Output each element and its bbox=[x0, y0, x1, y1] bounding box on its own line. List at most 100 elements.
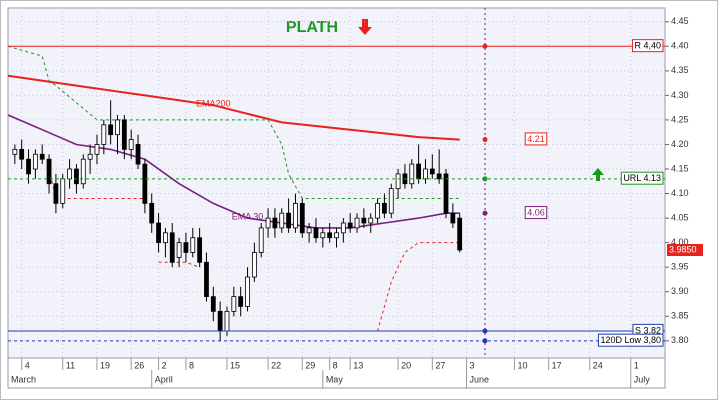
candle-body bbox=[169, 232, 175, 263]
candle-body bbox=[115, 119, 120, 136]
candle-body bbox=[299, 202, 305, 234]
candle-body bbox=[416, 163, 422, 180]
y-tick-label: 4.30 bbox=[671, 90, 689, 100]
y-tick-label: 4.00 bbox=[671, 237, 689, 247]
candle-body bbox=[293, 202, 298, 229]
marker-label-box bbox=[524, 206, 548, 220]
level-label: R 4,40 bbox=[634, 41, 661, 51]
x-tick-label: 29 bbox=[305, 360, 315, 370]
x-tick-label: 24 bbox=[593, 360, 603, 370]
candle-body bbox=[46, 158, 52, 185]
candle-body bbox=[388, 188, 394, 214]
candle-body bbox=[176, 242, 182, 258]
candle-body bbox=[251, 252, 257, 278]
x-tick-label: 1 bbox=[634, 360, 639, 370]
overlay-label: EMA200 bbox=[196, 99, 231, 109]
overlay-line bbox=[7, 45, 460, 199]
marker-label-box bbox=[524, 132, 548, 146]
x-tick-label: 3 bbox=[470, 360, 475, 370]
candle-body bbox=[26, 158, 31, 175]
candle-body bbox=[238, 296, 244, 307]
candle-body bbox=[67, 168, 72, 180]
x-tick-label: 26 bbox=[134, 360, 144, 370]
y-tick-label: 3.95 bbox=[671, 262, 689, 272]
candle-body bbox=[231, 296, 237, 312]
candle-body bbox=[101, 124, 107, 145]
candle-body bbox=[327, 232, 333, 239]
candle-body bbox=[258, 227, 264, 253]
level-label: URL 4.13 bbox=[623, 173, 661, 183]
last-price-label: 3.9850 bbox=[669, 244, 697, 254]
overlay-line bbox=[7, 114, 460, 229]
candle-body bbox=[395, 173, 401, 190]
candle-body bbox=[183, 242, 189, 253]
candle-body bbox=[450, 212, 456, 224]
x-axis-area bbox=[7, 357, 666, 389]
x-tick-label: 13 bbox=[353, 360, 363, 370]
month-label: March bbox=[11, 374, 36, 384]
candle-body bbox=[279, 212, 285, 229]
candle-body bbox=[382, 202, 387, 214]
candle-body bbox=[60, 178, 66, 204]
y-tick-label: 3.85 bbox=[671, 311, 689, 321]
y-tick-label: 3.80 bbox=[671, 335, 689, 345]
candle-body bbox=[87, 153, 93, 160]
x-tick-label: 15 bbox=[230, 360, 240, 370]
month-label: May bbox=[326, 374, 344, 384]
marker-dot bbox=[482, 137, 488, 143]
candle-body bbox=[286, 212, 291, 229]
y-tick-label: 3.90 bbox=[671, 286, 689, 296]
candle-body bbox=[429, 168, 435, 175]
candle-body bbox=[334, 232, 339, 239]
x-tick-label: 27 bbox=[435, 360, 445, 370]
candle-body bbox=[163, 232, 168, 244]
level-label: 120D Low 3,80 bbox=[600, 335, 661, 345]
candle-body bbox=[457, 217, 463, 251]
candle-body bbox=[368, 217, 374, 224]
candle-body bbox=[313, 227, 319, 239]
level-dot bbox=[482, 176, 488, 182]
candle-body bbox=[204, 261, 209, 298]
y-tick-label: 4.10 bbox=[671, 188, 689, 198]
candle-body bbox=[320, 232, 326, 239]
marker-label: 4.06 bbox=[527, 208, 545, 218]
up-arrow bbox=[592, 168, 604, 181]
x-tick-label: 8 bbox=[333, 360, 338, 370]
x-tick-label: 20 bbox=[401, 360, 411, 370]
candle-body bbox=[74, 168, 79, 185]
candle-body bbox=[128, 139, 134, 150]
x-tick-label: 2 bbox=[162, 360, 167, 370]
level-label-box bbox=[620, 171, 664, 185]
month-label: April bbox=[155, 374, 173, 384]
level-dot bbox=[482, 328, 488, 334]
candle-body bbox=[210, 296, 216, 312]
candle-body bbox=[53, 183, 59, 204]
candle-body bbox=[197, 237, 203, 263]
x-tick-label: 4 bbox=[25, 360, 30, 370]
candle-body bbox=[245, 276, 250, 307]
candle-body bbox=[135, 144, 141, 165]
candle-body bbox=[19, 148, 25, 160]
candle-body bbox=[361, 217, 367, 224]
level-label-box bbox=[631, 39, 664, 53]
candle-body bbox=[80, 158, 86, 185]
level-label-box bbox=[597, 333, 664, 347]
x-tick-label: 19 bbox=[100, 360, 110, 370]
x-tick-label: 17 bbox=[552, 360, 562, 370]
x-tick-label: 10 bbox=[517, 360, 527, 370]
level-dot bbox=[482, 43, 488, 49]
candle-body bbox=[375, 202, 380, 219]
month-label: July bbox=[634, 374, 651, 384]
y-tick-label: 4.15 bbox=[671, 163, 689, 173]
month-label: June bbox=[470, 374, 490, 384]
candle-body bbox=[272, 217, 278, 229]
candle-body bbox=[306, 227, 312, 234]
candle-body bbox=[32, 153, 38, 170]
candle-body bbox=[108, 124, 114, 136]
overlay-label: EMA 30 bbox=[232, 211, 264, 221]
marker-label: 4.21 bbox=[527, 134, 545, 144]
marker-dot bbox=[482, 210, 488, 216]
chart-title: PLATH bbox=[286, 19, 338, 36]
